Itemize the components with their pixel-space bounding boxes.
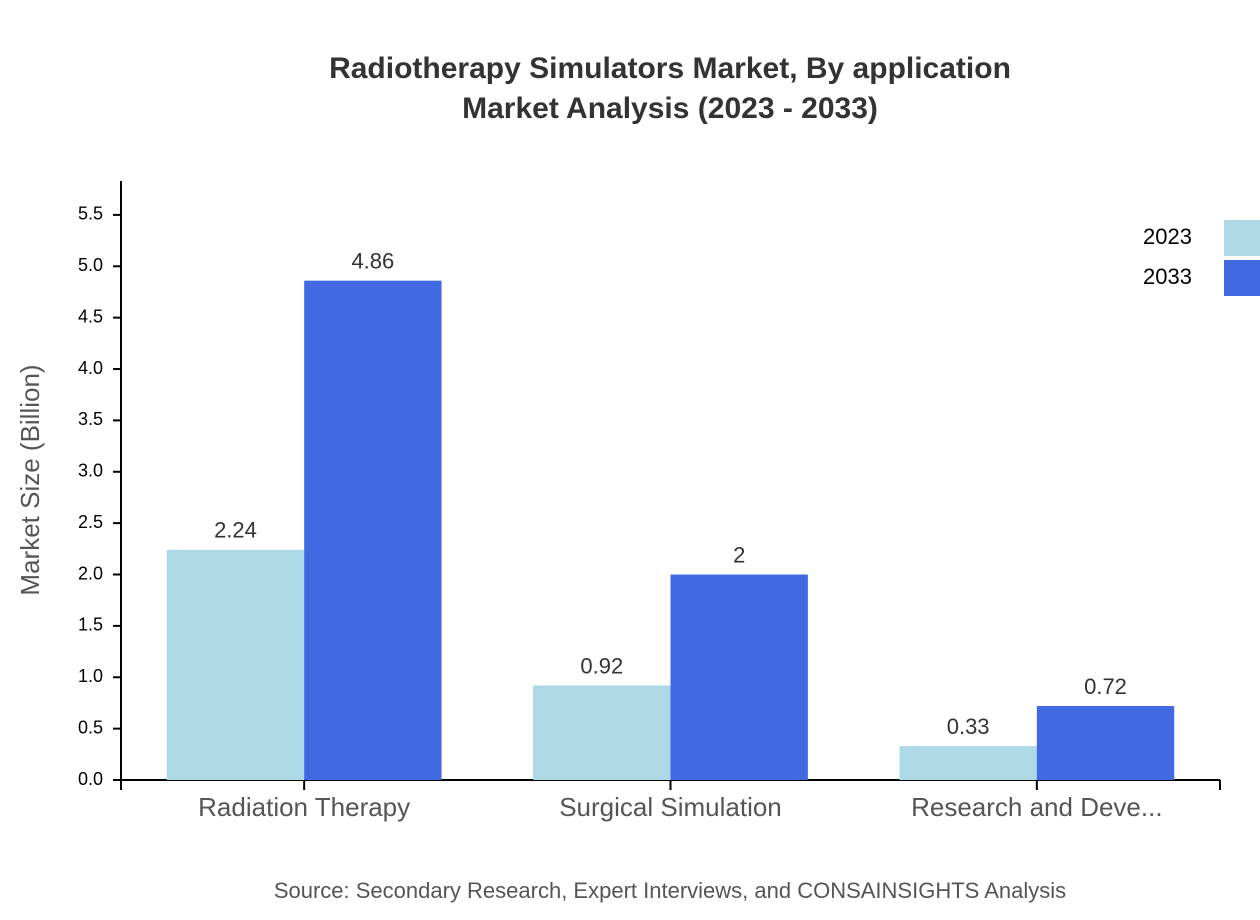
- x-tick-label: Radiation Therapy: [198, 792, 410, 822]
- x-tick-label: Research and Deve...: [911, 792, 1162, 822]
- y-axis-label: Market Size (Billion): [15, 364, 45, 595]
- bar: [533, 685, 671, 780]
- y-tick-label: 1.5: [78, 615, 103, 635]
- legend-swatch: [1224, 260, 1260, 296]
- chart-title: Radiotherapy Simulators Market, By appli…: [329, 52, 1011, 85]
- value-label: 4.86: [351, 248, 394, 273]
- bar: [304, 280, 442, 780]
- bar: [1036, 706, 1175, 780]
- value-label: 2: [733, 542, 745, 567]
- y-tick-label: 5.0: [78, 255, 103, 275]
- x-tick-label: Surgical Simulation: [559, 792, 782, 822]
- y-tick-label: 4.5: [78, 306, 103, 326]
- y-tick-label: 2.0: [78, 563, 103, 583]
- y-tick-label: 3.5: [78, 409, 103, 429]
- legend-label: 2023: [1143, 224, 1192, 249]
- y-tick-label: 1.0: [78, 666, 103, 686]
- y-tick-label: 4.0: [78, 358, 103, 378]
- bar: [899, 746, 1037, 780]
- value-label: 0.72: [1084, 674, 1127, 699]
- value-label: 0.33: [947, 714, 990, 739]
- bar: [166, 549, 305, 780]
- y-tick-label: 0.0: [78, 769, 103, 789]
- chart-title: Market Analysis (2023 - 2033): [462, 92, 878, 125]
- bar: [670, 574, 808, 780]
- value-label: 0.92: [580, 653, 623, 678]
- y-tick-label: 2.5: [78, 512, 103, 532]
- source-note: Source: Secondary Research, Expert Inter…: [274, 878, 1066, 903]
- y-tick-label: 0.5: [78, 717, 103, 737]
- legend-label: 2033: [1143, 264, 1192, 289]
- legend-swatch: [1224, 220, 1260, 256]
- y-tick-label: 3.0: [78, 461, 103, 481]
- y-tick-label: 5.5: [78, 204, 103, 224]
- value-label: 2.24: [214, 518, 257, 543]
